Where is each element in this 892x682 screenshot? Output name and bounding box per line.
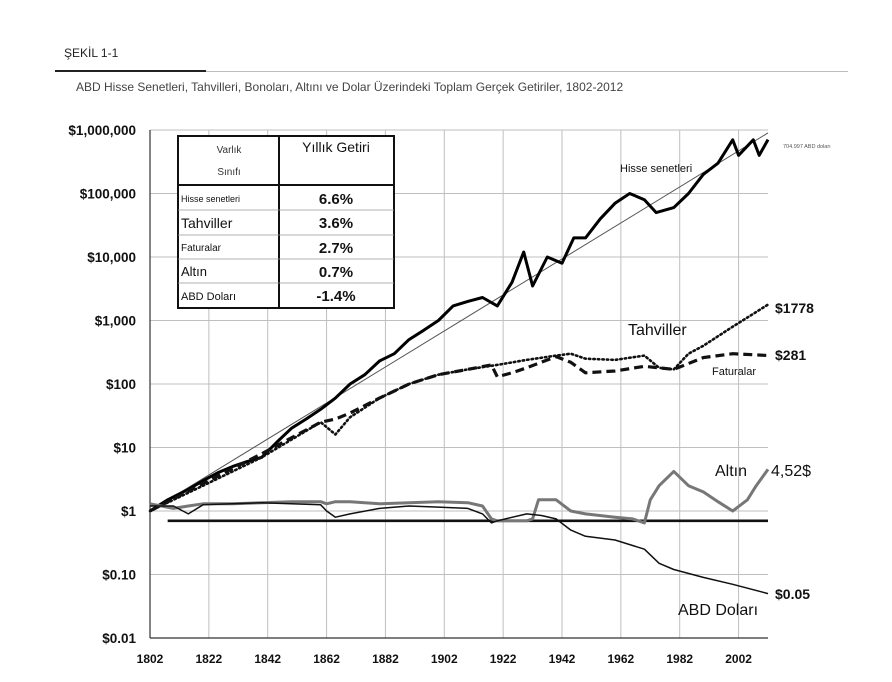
x-tick-label: 1822 [196,652,223,666]
table-return-bonds: 3.6% [319,215,353,232]
gold-series-line [149,468,770,525]
bills-end-label: $281 [775,347,806,363]
x-tick-label: 1982 [666,652,693,666]
dollar-series-line [150,501,769,595]
y-tick-label: $10 [113,441,136,456]
table-header-asset-line2: Sınıfı [217,167,240,178]
header-rule-light [206,71,848,72]
x-tick-label: 1962 [608,652,635,666]
label-layer: Hisse senetleri 704.997 ABD doları Tahvill… [620,144,831,619]
x-tick-label: 1902 [431,652,458,666]
table-return-dollar: -1.4% [316,288,355,305]
figure-label: ŞEKİL 1-1 [64,46,119,60]
table-asset-bonds: Tahviller [181,215,233,231]
header-rule-dark [55,70,206,72]
stocks-trend-line [149,132,769,512]
table-asset-gold: Altın [181,264,207,279]
y-tick-label: $0.01 [102,631,136,646]
y-tick-label: $100 [106,377,136,392]
stocks-end-label: 704.997 ABD doları [783,144,831,150]
stocks-series-label: Hisse senetleri [620,163,692,175]
chart-subtitle: ABD Hisse Senetleri, Tahvilleri, Bonolar… [76,80,624,94]
bills-series-label: Faturalar [712,366,756,378]
y-tick-label: $1 [121,504,137,519]
x-tick-label: 1842 [254,652,281,666]
x-tick-label: 2002 [725,652,752,666]
bonds-series-line [148,303,770,513]
y-tick-label: $10,000 [87,250,136,265]
y-tick-label: $100,000 [80,187,136,202]
returns-table: Varlık Sınıfı Yıllık Getiri Hisse senetl… [177,135,395,309]
bonds-end-label: $1778 [775,300,814,316]
x-tick-label: 1942 [549,652,576,666]
table-return-stocks: 6.6% [319,191,353,208]
bonds-series-label: Tahviller [628,322,687,339]
y-tick-label: $1,000,000 [68,123,136,138]
table-return-bills: 2.7% [319,240,353,257]
table-frame [177,135,395,309]
table-asset-dollar: ABD Doları [181,291,236,303]
y-tick-label: $0.10 [102,568,136,583]
table-header-asset-line1: Varlık [217,145,243,156]
table-asset-bills: Faturalar [181,243,222,254]
y-tick-label: $1,000 [95,314,136,329]
table-asset-stocks: Hisse senetleri [181,194,240,204]
series-layer [148,132,770,595]
axis-layer: $0.01 $0.10 $1 $10 $100 $1,000 $10,000 $100,000… [68,123,768,666]
gold-series-label: Altın [715,463,747,480]
table-header-return: Yıllık Getiri [302,139,370,155]
x-tick-label: 1862 [313,652,340,666]
x-tick-label: 1882 [372,652,399,666]
x-tick-label: 1802 [137,652,164,666]
table-return-gold: 0.7% [319,264,353,281]
x-tick-label: 1922 [490,652,517,666]
bills-series-line [149,352,769,513]
gold-end-label: 4,52$ [771,463,811,480]
dollar-series-label: ABD Doları [678,602,758,619]
dollar-end-label: $0.05 [775,586,810,602]
